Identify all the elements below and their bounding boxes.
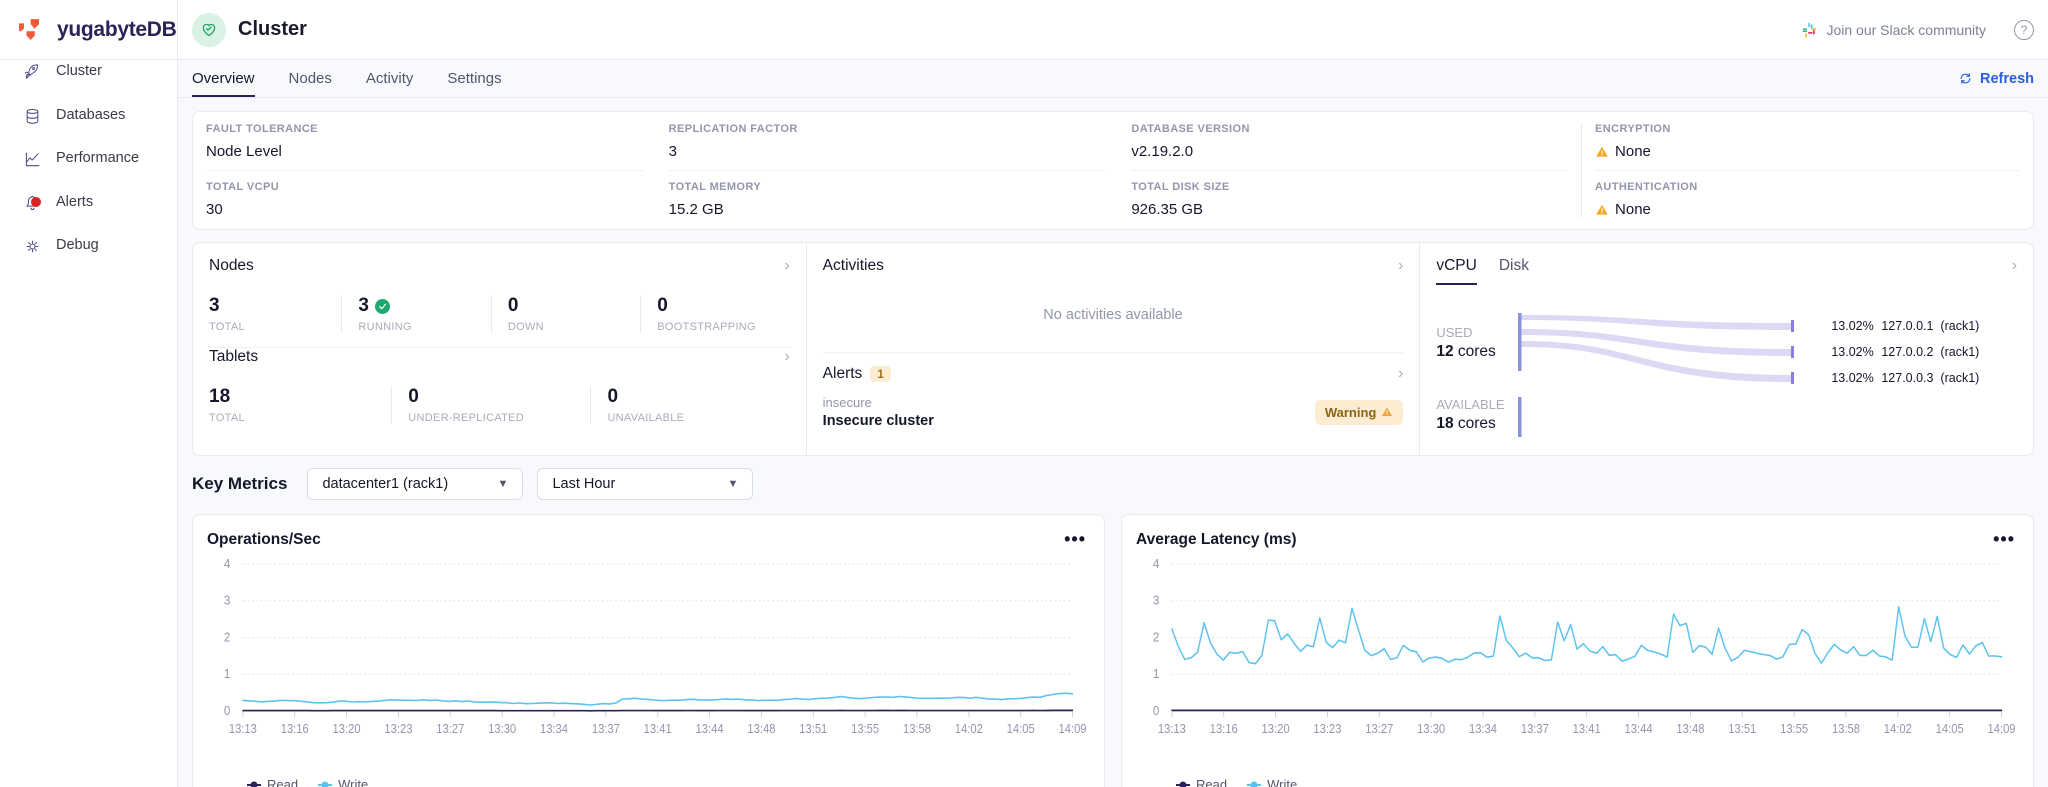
svg-text:13:13: 13:13 (1158, 721, 1186, 736)
svg-text:13:55: 13:55 (1780, 721, 1808, 736)
svg-text:13:44: 13:44 (696, 721, 724, 736)
svg-text:13:58: 13:58 (1832, 721, 1860, 736)
svg-text:13:34: 13:34 (540, 721, 568, 736)
svg-text:13:48: 13:48 (747, 721, 775, 736)
svg-text:13:23: 13:23 (1313, 721, 1341, 736)
svg-text:13:41: 13:41 (644, 721, 672, 736)
svg-text:4: 4 (224, 556, 231, 571)
svg-text:13:20: 13:20 (333, 721, 361, 736)
svg-text:14:02: 14:02 (955, 721, 983, 736)
svg-text:13:27: 13:27 (1365, 721, 1393, 736)
svg-text:13:44: 13:44 (1625, 721, 1653, 736)
svg-text:3: 3 (224, 593, 231, 608)
svg-text:13:16: 13:16 (281, 721, 309, 736)
svg-text:4: 4 (1153, 556, 1160, 571)
svg-text:14:09: 14:09 (1988, 721, 2015, 736)
svg-text:14:05: 14:05 (1936, 721, 1964, 736)
svg-text:13:34: 13:34 (1469, 721, 1497, 736)
svg-text:13:30: 13:30 (1417, 721, 1445, 736)
svg-text:3: 3 (1153, 593, 1160, 608)
svg-text:0: 0 (224, 703, 231, 718)
svg-text:0: 0 (1153, 703, 1160, 718)
svg-text:13:13: 13:13 (229, 721, 257, 736)
svg-text:13:30: 13:30 (488, 721, 516, 736)
svg-text:13:51: 13:51 (1728, 721, 1756, 736)
svg-text:13:48: 13:48 (1676, 721, 1704, 736)
svg-text:2: 2 (1153, 630, 1160, 645)
svg-text:14:05: 14:05 (1007, 721, 1035, 736)
svg-text:1: 1 (1153, 667, 1160, 682)
svg-text:2: 2 (224, 630, 231, 645)
svg-text:13:16: 13:16 (1210, 721, 1238, 736)
svg-text:1: 1 (224, 667, 231, 682)
svg-text:13:55: 13:55 (851, 721, 879, 736)
svg-text:13:51: 13:51 (799, 721, 827, 736)
svg-text:13:20: 13:20 (1262, 721, 1290, 736)
svg-text:13:41: 13:41 (1573, 721, 1601, 736)
svg-text:13:27: 13:27 (436, 721, 464, 736)
svg-text:13:23: 13:23 (384, 721, 412, 736)
svg-text:13:37: 13:37 (1521, 721, 1549, 736)
svg-text:14:09: 14:09 (1059, 721, 1086, 736)
svg-text:13:37: 13:37 (592, 721, 620, 736)
svg-text:13:58: 13:58 (903, 721, 931, 736)
svg-text:14:02: 14:02 (1884, 721, 1912, 736)
